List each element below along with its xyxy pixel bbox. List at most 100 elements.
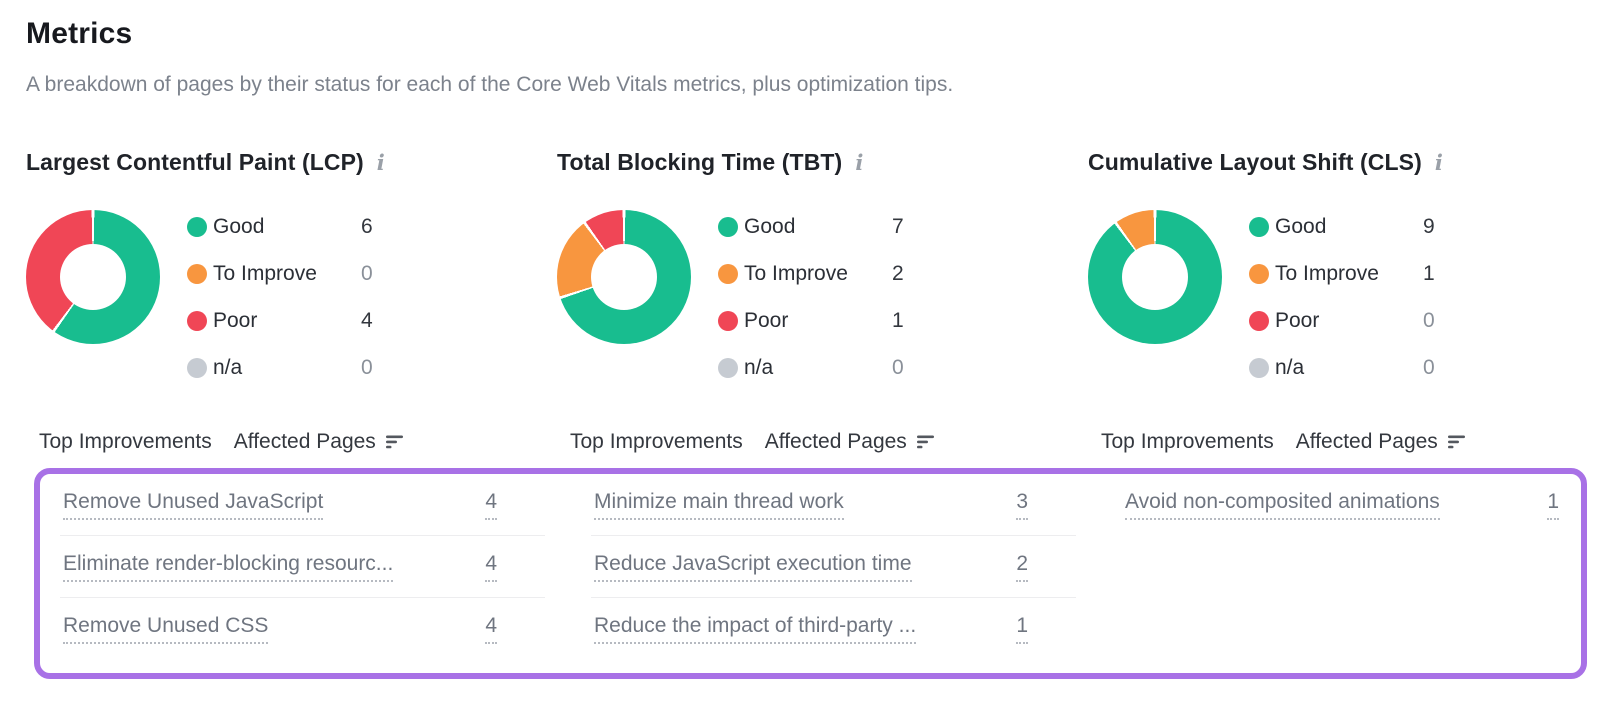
affected-pages-count[interactable]: 3 (1016, 489, 1028, 520)
legend-value: 0 (1423, 308, 1435, 332)
metrics-page: Metrics A breakdown of pages by their st… (26, 17, 1600, 679)
donut-hole (591, 244, 657, 310)
legend-row-to-improve: To Improve 0 (187, 250, 373, 297)
improvement-link[interactable]: Eliminate render-blocking resourc... (63, 551, 394, 582)
affected-pages-count[interactable]: 4 (485, 551, 497, 582)
table-row: Reduce the impact of third-party ... 1 (581, 598, 1112, 659)
table-header-lcp: Top Improvements Affected Pages (26, 429, 557, 454)
legend-dot-na-icon (718, 357, 738, 378)
affected-pages-count[interactable]: 4 (485, 489, 497, 520)
improvement-link[interactable]: Remove Unused CSS (63, 613, 269, 644)
legend-label: To Improve (213, 261, 317, 285)
table-row: Eliminate render-blocking resourc... 4 (50, 536, 581, 597)
donut-hole (1122, 244, 1188, 310)
improvements-table-cls: Avoid non-composited animations 1 (1112, 474, 1581, 659)
improvement-link[interactable]: Remove Unused JavaScript (63, 489, 324, 520)
table-headers-row: Top Improvements Affected Pages Top Impr… (26, 429, 1600, 454)
donut-legend-cls: Good 9 To Improve 1 Poor 0 (1249, 203, 1435, 391)
legend-dot-na-icon (187, 357, 207, 378)
legend-dot-good-icon (1249, 216, 1269, 237)
legend-value: 4 (361, 308, 373, 332)
legend-row-good: Good 6 (187, 203, 373, 250)
donut-hole (60, 244, 126, 310)
legend-value: 1 (1423, 261, 1435, 285)
legend-label: To Improve (1275, 261, 1379, 285)
table-row: Avoid non-composited animations 1 (1112, 474, 1581, 535)
affected-pages-header: Affected Pages (764, 429, 907, 453)
legend-row-na: n/a 0 (187, 344, 373, 391)
legend-label: Poor (213, 308, 258, 332)
legend-value: 1 (892, 308, 904, 332)
legend-value: 0 (361, 261, 373, 285)
table-row: Remove Unused JavaScript 4 (50, 474, 581, 535)
legend-label: Poor (1275, 308, 1320, 332)
legend-value: 7 (892, 214, 904, 238)
donut-chart-tbt[interactable] (557, 210, 691, 344)
improvement-link[interactable]: Minimize main thread work (594, 489, 844, 520)
sort-descending-icon[interactable] (916, 435, 935, 449)
page-title: Metrics (26, 17, 133, 50)
row-divider (591, 597, 1076, 598)
legend-dot-poor-icon (1249, 310, 1269, 331)
legend-dot-poor-icon (187, 310, 207, 331)
donut-chart-lcp[interactable] (26, 210, 160, 344)
legend-dot-na-icon (1249, 357, 1269, 378)
metric-section-cls: Cumulative Layout Shift (CLS) i Good 9 T… (1088, 148, 1600, 391)
top-improvements-header: Top Improvements (1101, 429, 1274, 453)
legend-label: Good (744, 214, 796, 238)
info-icon[interactable]: i (1434, 150, 1443, 175)
affected-pages-header: Affected Pages (233, 429, 376, 453)
donut-legend-lcp: Good 6 To Improve 0 Poor 4 (187, 203, 373, 391)
info-icon[interactable]: i (855, 150, 864, 175)
legend-value: 9 (1423, 214, 1435, 238)
improvement-link[interactable]: Reduce the impact of third-party ... (594, 613, 917, 644)
donut-chart-cls[interactable] (1088, 210, 1222, 344)
metrics-grid: Largest Contentful Paint (LCP) i Good 6 … (26, 148, 1600, 391)
improvements-tables: Remove Unused JavaScript 4 Eliminate ren… (50, 474, 1581, 673)
legend-value: 0 (892, 355, 904, 379)
row-divider (60, 535, 545, 536)
table-row: Remove Unused CSS 4 (50, 598, 581, 659)
improvements-table-lcp: Remove Unused JavaScript 4 Eliminate ren… (50, 474, 581, 659)
sort-descending-icon[interactable] (1447, 435, 1466, 449)
legend-row-to-improve: To Improve 1 (1249, 250, 1435, 297)
legend-row-poor: Poor 1 (718, 297, 904, 344)
metric-section-tbt: Total Blocking Time (TBT) i Good 7 To Im… (557, 148, 1088, 391)
legend-dot-to-improve-icon (1249, 263, 1269, 284)
legend-label: To Improve (744, 261, 848, 285)
table-row: Reduce JavaScript execution time 2 (581, 536, 1112, 597)
legend-dot-good-icon (718, 216, 738, 237)
donut-legend-tbt: Good 7 To Improve 2 Poor 1 (718, 203, 904, 391)
legend-label: n/a (1275, 355, 1305, 379)
legend-dot-good-icon (187, 216, 207, 237)
legend-row-poor: Poor 0 (1249, 297, 1435, 344)
affected-pages-count[interactable]: 4 (485, 613, 497, 644)
affected-pages-count[interactable]: 1 (1547, 489, 1559, 520)
row-divider (60, 597, 545, 598)
row-divider (591, 535, 1076, 536)
metric-title-lcp: Largest Contentful Paint (LCP) (26, 149, 364, 175)
legend-dot-to-improve-icon (718, 263, 738, 284)
legend-row-na: n/a 0 (718, 344, 904, 391)
legend-dot-to-improve-icon (187, 263, 207, 284)
affected-pages-count[interactable]: 2 (1016, 551, 1028, 582)
legend-row-na: n/a 0 (1249, 344, 1435, 391)
metric-title-tbt: Total Blocking Time (TBT) (557, 149, 843, 175)
legend-row-good: Good 7 (718, 203, 904, 250)
legend-row-to-improve: To Improve 2 (718, 250, 904, 297)
legend-label: n/a (744, 355, 774, 379)
highlight-box: Remove Unused JavaScript 4 Eliminate ren… (34, 468, 1587, 679)
table-header-tbt: Top Improvements Affected Pages (557, 429, 1088, 454)
improvement-link[interactable]: Avoid non-composited animations (1125, 489, 1440, 520)
legend-value: 0 (361, 355, 373, 379)
legend-value: 6 (361, 214, 373, 238)
top-improvements-header: Top Improvements (570, 429, 743, 453)
affected-pages-count[interactable]: 1 (1016, 613, 1028, 644)
legend-label: Good (1275, 214, 1327, 238)
legend-label: Good (213, 214, 265, 238)
metric-title-cls: Cumulative Layout Shift (CLS) (1088, 149, 1422, 175)
sort-descending-icon[interactable] (385, 435, 404, 449)
info-icon[interactable]: i (376, 150, 385, 175)
improvement-link[interactable]: Reduce JavaScript execution time (594, 551, 912, 582)
legend-label: Poor (744, 308, 789, 332)
